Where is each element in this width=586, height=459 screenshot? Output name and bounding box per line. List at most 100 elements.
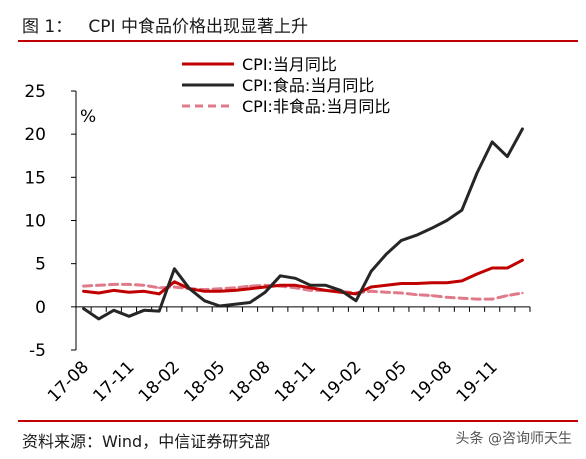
data-point xyxy=(354,292,358,296)
data-point xyxy=(415,282,418,285)
data-point xyxy=(294,277,297,280)
data-point xyxy=(127,290,131,294)
data-point xyxy=(385,290,388,294)
data-point xyxy=(445,219,448,222)
x-tick-label: 19-11 xyxy=(453,357,502,406)
data-point xyxy=(430,227,433,230)
data-point xyxy=(506,155,509,158)
data-point xyxy=(218,304,221,308)
series-line xyxy=(82,282,524,301)
x-axis: 17-0817-1118-0218-0518-0818-1119-0219-05… xyxy=(44,306,531,406)
data-point xyxy=(309,284,312,287)
legend-label: CPI:非食品:当月同比 xyxy=(242,97,390,116)
data-point xyxy=(294,284,297,287)
data-point xyxy=(248,284,252,288)
data-point xyxy=(82,284,85,288)
data-point xyxy=(369,290,373,293)
data-point xyxy=(369,285,373,289)
data-point xyxy=(445,296,448,299)
chart-legend: CPI:当月同比 CPI:食品:当月同比 CPI:非食品:当月同比 xyxy=(182,55,390,116)
series-2 xyxy=(82,127,524,321)
x-tick-label: 19-02 xyxy=(316,357,365,406)
data-point xyxy=(263,290,267,294)
data-point xyxy=(445,281,448,284)
data-point xyxy=(82,307,85,310)
data-point xyxy=(521,259,524,262)
data-point xyxy=(142,309,146,312)
x-tick-label: 17-11 xyxy=(89,357,138,406)
x-tick-label: 18-02 xyxy=(135,357,184,406)
data-point xyxy=(400,282,403,285)
data-point xyxy=(475,171,479,175)
y-tick-label: 10 xyxy=(24,212,46,232)
data-point xyxy=(203,290,206,293)
x-tick-label: 19-08 xyxy=(407,357,456,406)
data-point xyxy=(279,274,282,277)
data-point xyxy=(369,270,373,273)
series-line xyxy=(82,127,524,321)
y-axis: -5 0 5 10 15 20 25 xyxy=(24,82,77,361)
data-point xyxy=(97,284,100,287)
data-point xyxy=(203,299,206,302)
x-tick-label: 18-08 xyxy=(226,357,275,406)
data-point xyxy=(460,208,464,212)
data-point xyxy=(112,283,116,286)
data-point xyxy=(97,291,100,295)
data-point xyxy=(460,297,464,300)
data-point xyxy=(188,287,191,290)
data-point xyxy=(430,281,433,284)
data-point xyxy=(173,285,176,289)
data-point xyxy=(430,294,433,297)
data-point xyxy=(127,283,131,286)
x-tick-label: 17-08 xyxy=(44,357,93,406)
data-point xyxy=(142,290,146,293)
data-point xyxy=(339,289,343,292)
data-point xyxy=(506,266,509,270)
data-point xyxy=(97,317,100,321)
data-point xyxy=(460,279,464,283)
data-point xyxy=(248,287,252,290)
data-point xyxy=(233,303,237,306)
data-point xyxy=(233,286,237,290)
series-line xyxy=(82,258,524,296)
data-point xyxy=(173,267,176,271)
data-point xyxy=(400,239,403,242)
figure-title: 图 1： CPI 中食品价格出现显著上升 xyxy=(22,17,308,37)
y-tick-label: 0 xyxy=(35,298,46,318)
data-point xyxy=(490,297,494,301)
footer-divider xyxy=(18,420,578,422)
data-point xyxy=(490,266,494,270)
data-point xyxy=(158,309,161,313)
data-point xyxy=(218,290,221,293)
data-point xyxy=(309,286,312,290)
data-point xyxy=(400,291,403,295)
x-tick-label: 19-05 xyxy=(362,357,411,406)
data-point xyxy=(415,233,418,237)
data-point xyxy=(385,284,388,287)
data-point xyxy=(294,286,297,290)
data-point xyxy=(112,309,116,312)
data-point xyxy=(521,291,524,295)
data-point xyxy=(279,284,282,287)
data-point xyxy=(385,252,388,256)
y-tick-label: 25 xyxy=(24,82,46,102)
data-point xyxy=(158,286,161,290)
data-point xyxy=(233,289,237,292)
data-point xyxy=(248,301,252,304)
y-tick-label: -5 xyxy=(29,341,46,361)
data-point xyxy=(415,293,418,296)
watermark: 头条 @咨询师天生 xyxy=(455,431,572,447)
title-divider xyxy=(18,40,578,42)
x-tick-label: 18-05 xyxy=(180,357,229,406)
legend-label: CPI:食品:当月同比 xyxy=(242,76,374,95)
data-point xyxy=(112,289,116,292)
data-point xyxy=(506,294,509,297)
data-point xyxy=(490,140,494,144)
y-tick-label: 15 xyxy=(24,168,46,188)
series-1 xyxy=(82,258,524,296)
data-point xyxy=(142,284,146,287)
data-point xyxy=(521,127,524,131)
data-point xyxy=(324,289,327,292)
data-point xyxy=(218,287,221,290)
